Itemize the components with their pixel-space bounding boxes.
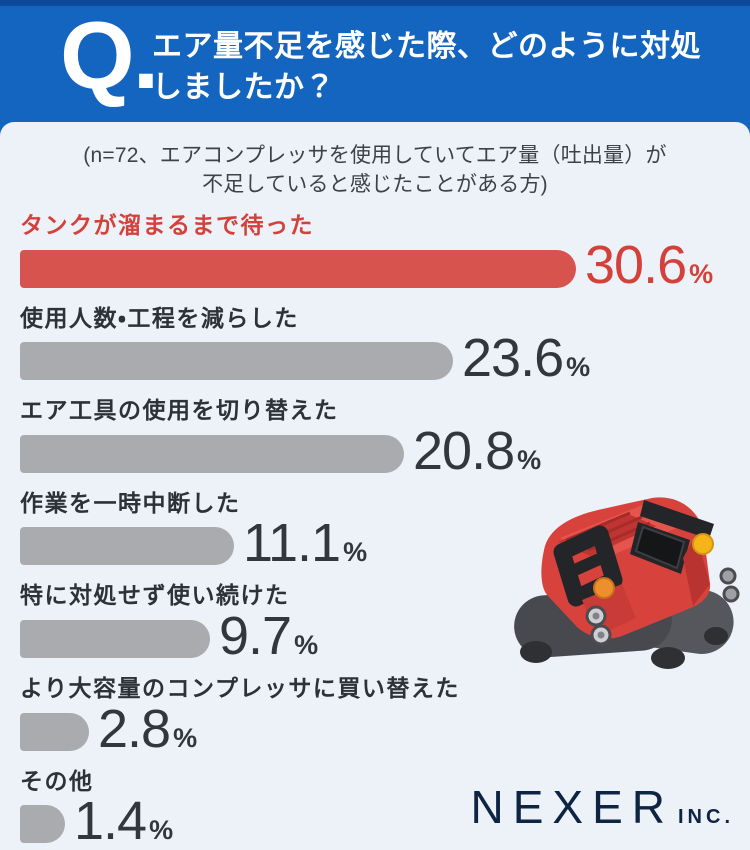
bar-value: 1.4 %: [74, 791, 174, 850]
bar-value: 2.8 %: [98, 698, 198, 759]
bar-label: タンクが溜まるまで待った: [20, 211, 314, 238]
bar: [20, 712, 89, 751]
bar-value: 20.8 %: [413, 420, 542, 481]
bar-value: 23.6 %: [462, 328, 591, 388]
question-header: Q. エア量不足を感じた際、どのように対処 しましたか？: [0, 0, 750, 136]
percent-sign: %: [566, 352, 591, 382]
bar: [20, 527, 234, 566]
value-number: 9.7: [219, 605, 292, 666]
sample-note: (n=72、エアコンプレッサを使用していてエア量（吐出量）が 不足していると感じ…: [0, 122, 750, 200]
bar-label: より大容量のコンプレッサに買い替えた: [20, 675, 460, 702]
sample-note-line2: 不足していると感じたことがある方): [202, 172, 548, 196]
bar-value: 11.1 %: [243, 513, 368, 574]
bar: [20, 805, 65, 844]
sample-note-line1: (n=72、エアコンプレッサを使用していてエア量（吐出量）が: [83, 144, 667, 167]
q-mark: Q.: [60, 2, 159, 109]
percent-sign: %: [517, 444, 542, 475]
air-compressor-illustration: [514, 497, 740, 669]
brand-suffix: INC.: [678, 806, 734, 828]
bar-label: 使用人数・工程を減らした: [20, 304, 299, 331]
value-number: 1.4: [74, 791, 147, 850]
value-number: 2.8: [98, 698, 171, 759]
value-number: 20.8: [413, 420, 515, 481]
percent-sign: %: [294, 629, 319, 660]
bar-value: 30.6 %: [585, 235, 714, 296]
bar: [20, 342, 453, 381]
value-number: 30.6: [585, 235, 687, 296]
value-number: 11.1: [243, 513, 341, 574]
bar: [20, 434, 404, 473]
chart-row: タンクが溜まるまで待った 30.6 %: [20, 211, 750, 296]
value-number: 23.6: [462, 328, 564, 388]
bar-label: 特に対処せず使い続けた: [20, 582, 290, 609]
bar: [20, 249, 576, 288]
bar-label: エア工具の使用を切り替えた: [20, 397, 339, 424]
chart-row: より大容量のコンプレッサに買い替えた 2.8 %: [20, 675, 750, 759]
brand-name: NEXER: [470, 781, 674, 833]
chart-row: 作業を一時中断した 11.1 %: [20, 489, 750, 574]
chart-row: 使用人数・工程を減らした 23.6 %: [20, 304, 750, 388]
bar-label: 作業を一時中断した: [20, 489, 241, 516]
percent-sign: %: [689, 259, 714, 290]
content-panel: (n=72、エアコンプレッサを使用していてエア量（吐出量）が 不足していると感じ…: [0, 122, 750, 850]
question-line1: エア量不足を感じた際、どのように対処: [152, 30, 701, 63]
chart-row: その他 1.4 %: [20, 767, 750, 850]
chart-row: 特に対処せず使い続けた 9.7 %: [20, 582, 750, 666]
question-line2: しましたか？: [152, 71, 335, 105]
percent-sign: %: [149, 815, 174, 846]
chart-row: エア工具の使用を切り替えた 20.8 %: [20, 397, 750, 481]
nexer-logo: NEXER INC.: [471, 784, 734, 830]
bar-label: その他: [20, 767, 94, 794]
percent-sign: %: [343, 537, 368, 568]
question-text: エア量不足を感じた際、どのように対処 しましたか？: [152, 26, 727, 109]
percent-sign: %: [173, 722, 198, 753]
bar-value: 9.7 %: [219, 605, 319, 666]
bar-chart: タンクが溜まるまで待った 30.6 % 使用人数・工程を減らした 23.6 %: [0, 211, 750, 850]
bar: [20, 620, 210, 659]
header-top-stripe: [0, 0, 750, 6]
